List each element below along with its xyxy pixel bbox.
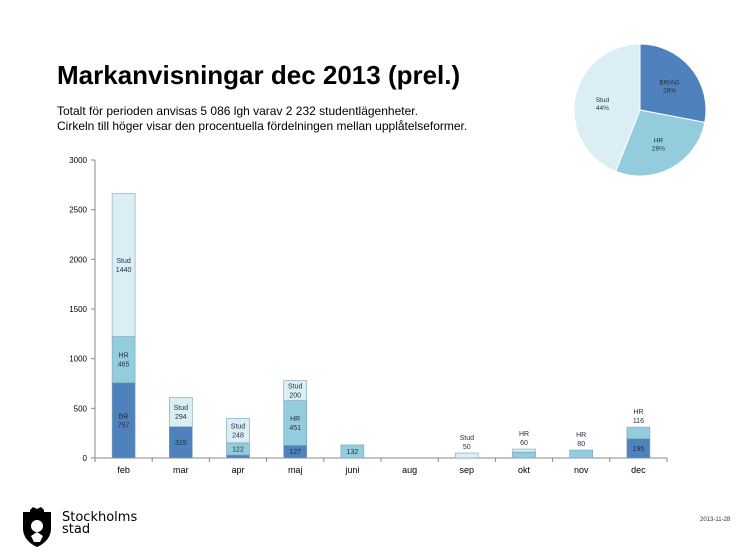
y-tick-label-2500: 2500 bbox=[69, 206, 87, 215]
logo-line-1: Stockholms bbox=[62, 510, 138, 525]
data-label-maj-Stud-line-1: 200 bbox=[289, 393, 301, 400]
subtitle-line-2: Cirkeln till höger visar den procentuell… bbox=[57, 119, 468, 133]
pie-label-name-2: Stud bbox=[596, 97, 610, 104]
y-tick-label-0: 0 bbox=[83, 454, 88, 463]
data-label-juni-HR-line-0: 132 bbox=[347, 449, 359, 456]
bar-sep-Stud bbox=[454, 452, 479, 459]
bar-chart: 0 500 1000 1500 2000 2500 3000 feb mar apr maj juni… bbox=[69, 156, 668, 475]
pie-label-name-0: BR/ÄG bbox=[659, 79, 679, 87]
data-label-nov-HR-line-1: 80 bbox=[577, 441, 585, 448]
bar-feb-Stud bbox=[111, 193, 136, 337]
data-label-feb-HR-line-0: HR bbox=[119, 353, 129, 360]
bar-apr-BR bbox=[226, 454, 250, 459]
bar-nov-HR bbox=[569, 449, 594, 459]
x-tick-label-apr: apr bbox=[231, 465, 244, 475]
pie-label-value-2: 44% bbox=[596, 105, 609, 112]
x-tick-label-nov: nov bbox=[574, 465, 589, 475]
data-label-mar-Stud-line-0: Stud bbox=[174, 405, 189, 412]
data-label-feb-Stud-line-0: Stud bbox=[116, 258, 131, 265]
y-tick-label-500: 500 bbox=[74, 404, 88, 413]
bar-maj-Stud bbox=[283, 380, 308, 401]
data-label-apr-Stud-line-0: Stud bbox=[231, 424, 246, 431]
x-tick-label-dec: dec bbox=[631, 465, 646, 475]
bar-mar-Stud bbox=[169, 397, 193, 428]
bar-okt-Stud bbox=[512, 448, 536, 453]
x-tick-label-feb: feb bbox=[117, 465, 130, 475]
y-tick-label-3000: 3000 bbox=[69, 156, 87, 165]
data-label-okt-HR-line-1: 60 bbox=[520, 440, 528, 447]
pie-label-name-1: HR bbox=[654, 138, 664, 145]
data-label-apr-HR-line-0: 122 bbox=[232, 446, 244, 453]
data-label-sep-Stud-line-1: 50 bbox=[463, 444, 471, 451]
y-tick-label-2000: 2000 bbox=[69, 255, 87, 264]
data-label-mar-BR-line-0: 315 bbox=[175, 440, 187, 447]
y-tick-label-1000: 1000 bbox=[69, 355, 87, 364]
data-label-mar-Stud-line-1: 294 bbox=[175, 414, 187, 421]
data-label-okt-HR-line-0: HR bbox=[519, 431, 529, 438]
data-label-maj-BR-line-0: 127 bbox=[289, 449, 301, 456]
x-tick-label-aug: aug bbox=[402, 465, 417, 475]
x-tick-label-maj: maj bbox=[288, 465, 303, 475]
x-tick-label-juni: juni bbox=[344, 465, 359, 475]
data-label-maj-HR-line-1: 451 bbox=[289, 425, 301, 432]
bar-juni-HR bbox=[340, 444, 365, 459]
pie-slice-2 bbox=[573, 43, 641, 173]
bar-dec-HR bbox=[626, 426, 651, 439]
subtitle-line-1: Totalt för perioden anvisas 5 086 lgh va… bbox=[57, 104, 418, 118]
x-tick-label-okt: okt bbox=[518, 465, 531, 475]
data-label-feb-BR-line-1: 757 bbox=[118, 422, 130, 429]
pie-label-value-0: 28% bbox=[663, 88, 676, 95]
data-label-nov-HR-line-0: HR bbox=[576, 432, 586, 439]
data-label-dec-BR-line-0: 195 bbox=[633, 446, 645, 453]
pie-label-value-1: 28% bbox=[652, 146, 665, 153]
data-label-sep-Stud-line-0: Stud bbox=[460, 435, 475, 442]
data-label-maj-HR-line-0: HR bbox=[290, 416, 300, 423]
data-label-maj-Stud-line-0: Stud bbox=[288, 384, 303, 391]
data-label-feb-BR-line-0: BR bbox=[119, 413, 129, 420]
pie-slice-1 bbox=[615, 109, 706, 177]
data-label-dec-HR-line-0: HR bbox=[633, 409, 643, 416]
bar-okt-HR bbox=[512, 451, 536, 459]
data-label-feb-HR-line-1: 465 bbox=[118, 362, 130, 369]
slide-date: 2013-11-28 bbox=[700, 517, 731, 523]
slide-title: Markanvisningar dec 2013 (prel.) bbox=[57, 60, 461, 90]
data-label-dec-HR-line-1: 116 bbox=[633, 418, 644, 425]
y-tick-label-1500: 1500 bbox=[69, 305, 87, 314]
stockholm-crest-logo bbox=[23, 507, 51, 547]
x-tick-label-sep: sep bbox=[460, 465, 475, 475]
logo-line-2: stad bbox=[62, 522, 91, 537]
data-label-apr-Stud-line-1: 248 bbox=[232, 433, 244, 440]
pie-slice-0 bbox=[639, 43, 707, 123]
data-label-feb-Stud-line-1: 1440 bbox=[116, 267, 132, 274]
logo-text: Stockholms stad bbox=[62, 510, 138, 537]
bar-apr-Stud bbox=[226, 417, 250, 444]
x-tick-label-mar: mar bbox=[173, 465, 189, 475]
